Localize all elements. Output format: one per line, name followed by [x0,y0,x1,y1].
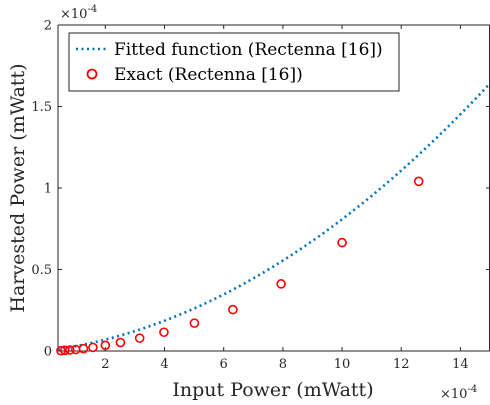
series-layer [56,82,490,356]
y-axis-label: Harvested Power (mWatt) [7,63,29,312]
y-tick-label: 0.5 [31,263,52,278]
y-tick-label: 1 [44,182,52,197]
legend: Fitted function (Rectenna [16]) Exact (Re… [68,32,400,92]
x-axis-exponent-power: -4 [467,384,477,395]
x-axis-exponent: ×10-4 [440,384,477,402]
exact-marker [56,345,66,356]
x-tick-label: 6 [220,357,228,372]
exact-marker [337,237,347,248]
exact-marker [276,279,286,289]
exact-marker [134,333,145,343]
y-tick-label: 1.5 [31,100,52,115]
exact-marker [228,304,238,315]
exact-marker [159,327,169,338]
y-axis-exponent: ×10-4 [60,4,97,22]
exact-marker [60,345,70,356]
x-tick-label: 8 [279,357,287,372]
exact-marker [413,176,424,187]
x-axis-ticks: 2 4 6 8 10 12 14 [101,25,469,372]
exact-marker [100,340,111,351]
y-axis-exponent-base: ×10 [60,7,87,22]
x-tick-label: 10 [334,357,351,372]
x-tick-label: 4 [160,357,168,372]
legend-exact-swatch [86,68,98,80]
exact-marker [189,318,200,328]
legend-box [68,32,400,92]
y-axis-ticks: 0 0.5 1 1.5 2 [31,19,490,360]
x-tick-label: 12 [393,357,410,372]
legend-exact-label: Exact (Rectenna [16]) [114,65,303,85]
y-tick-label: 2 [44,19,52,34]
x-axis-exponent-base: ×10 [440,387,467,402]
exact-marker [115,337,126,348]
y-tick-label: 0 [44,345,52,360]
exact-marker [88,342,98,353]
x-tick-label: 2 [101,357,109,372]
legend-fitted-label: Fitted function (Rectenna [16]) [114,40,383,60]
exact-marker [78,343,89,354]
exact-marker [65,345,75,355]
x-tick-label: 14 [452,357,469,372]
y-axis-exponent-power: -4 [87,4,97,15]
x-axis-label: Input Power (mWatt) [172,379,373,401]
